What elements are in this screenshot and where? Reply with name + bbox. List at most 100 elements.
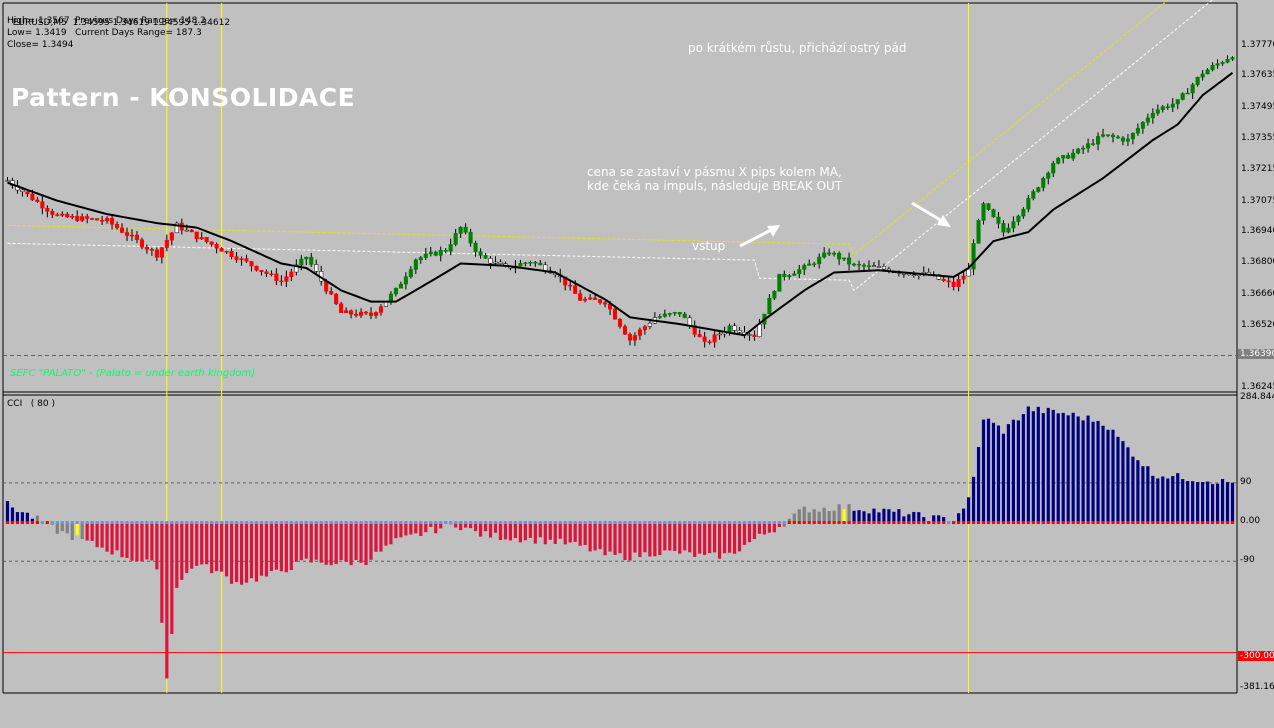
cci-bar: [1151, 475, 1155, 523]
cci-zero-dot: [812, 521, 816, 525]
cci-zero-dot: [1021, 521, 1025, 525]
cci-bar: [1206, 481, 1210, 523]
cci-bar: [563, 522, 567, 545]
candle-body: [65, 213, 70, 218]
cci-bar: [1136, 460, 1140, 523]
cci-zero-dot: [449, 521, 453, 525]
cci-bar: [434, 522, 438, 534]
cci-zero-dot: [623, 521, 627, 525]
cci-bar: [608, 522, 612, 552]
cci-bar: [409, 522, 413, 535]
candle-body: [473, 242, 478, 252]
cci-zero-dot: [717, 521, 722, 525]
candle-body: [822, 252, 827, 258]
cci-zero-dot: [354, 521, 358, 525]
cci-zero-dot: [713, 521, 717, 525]
cci-zero-dot: [732, 521, 737, 525]
cci-zero-dot: [419, 521, 423, 525]
candle-body: [354, 313, 359, 316]
candle-body: [802, 265, 807, 270]
cci-zero-dot: [827, 521, 831, 525]
cci-zero-dot: [937, 521, 941, 525]
cci-bar: [1096, 420, 1100, 523]
cci-zero-dot: [518, 521, 523, 525]
candle-body: [214, 244, 219, 249]
candle-body: [1011, 221, 1016, 229]
cci-zero-dot: [703, 521, 707, 525]
cci-zero-dot: [573, 521, 577, 525]
candle-body: [612, 308, 618, 320]
cci-bar: [573, 522, 577, 542]
cci-bar: [140, 522, 144, 562]
candle-body: [339, 303, 344, 313]
candle-body: [1155, 109, 1160, 114]
cci-bar: [344, 522, 348, 562]
cci-zero-dot: [5, 521, 10, 525]
price-tick-label: 1.37495: [1241, 101, 1274, 112]
cci-zero-dot: [1196, 521, 1200, 525]
cci-bar: [55, 522, 59, 534]
cci-bar: [583, 522, 587, 546]
price-tick-label: 1.36800: [1241, 257, 1274, 268]
cci-zero-dot: [60, 521, 64, 525]
cci-bar: [1230, 482, 1235, 523]
candle-body: [378, 306, 384, 313]
cci-bar: [942, 516, 946, 523]
cci-bar: [852, 510, 856, 523]
cci-bar: [877, 512, 881, 523]
cci-bar: [339, 522, 343, 561]
candle-body: [707, 341, 712, 343]
cci-zero-dot: [737, 521, 742, 525]
cci-bar: [100, 522, 104, 548]
cci-zero-dot: [648, 521, 652, 525]
cci-bar: [663, 522, 667, 551]
candle-body: [622, 326, 628, 335]
cci-zero-dot: [633, 521, 637, 525]
cci-zero-dot: [130, 521, 134, 525]
candle-body: [603, 302, 608, 305]
symbol-info: EURUSD,M5 1.34595 1.34619 1.34595 1.3461…: [7, 5, 230, 29]
cci-bar: [234, 522, 239, 583]
cci-zero-dot: [1071, 521, 1075, 525]
candle-body: [1225, 58, 1230, 63]
cci-bar: [862, 511, 866, 523]
candle-body: [488, 258, 493, 264]
prev-range-label: Previous Days Range= 148.2: [75, 16, 206, 26]
candle-body: [114, 224, 120, 229]
cci-bar: [1091, 421, 1095, 523]
cci-bar: [284, 522, 288, 573]
cci-zero-dot: [583, 521, 587, 525]
cci-bar: [996, 425, 1001, 523]
arrow-head-icon: [937, 215, 951, 227]
cci-zero-dot: [65, 521, 69, 525]
cci-bar: [429, 522, 433, 527]
cci-bar: [1156, 478, 1160, 523]
cci-bar: [976, 446, 981, 523]
cci-zero-dot: [1201, 521, 1205, 525]
cci-zero-dot: [947, 521, 951, 525]
cci-zero-dot: [389, 521, 393, 525]
cci-zero-dot: [185, 521, 189, 525]
cci-zero-dot: [1031, 521, 1035, 525]
cci-zero-dot: [593, 521, 597, 525]
candle-body: [95, 218, 100, 221]
cci-tick-label: 0.00: [1240, 516, 1261, 527]
cci-bar: [558, 522, 562, 539]
candle-body: [314, 264, 319, 272]
cci-zero-dot: [20, 521, 25, 525]
cci-bar: [668, 522, 672, 551]
candle-body: [194, 231, 199, 240]
cci-bar: [812, 509, 816, 523]
cci-bar: [887, 509, 891, 523]
cci-bar: [1076, 416, 1080, 523]
cci-zero-dot: [543, 521, 547, 525]
cci-bar: [439, 522, 443, 529]
cci-zero-dot: [493, 521, 498, 525]
cci-bar: [200, 522, 204, 565]
cci-zero-dot: [1016, 521, 1020, 525]
cci-bar: [797, 509, 801, 523]
candle-body: [871, 265, 877, 267]
candle-body: [289, 271, 294, 277]
candle-body: [368, 312, 374, 316]
